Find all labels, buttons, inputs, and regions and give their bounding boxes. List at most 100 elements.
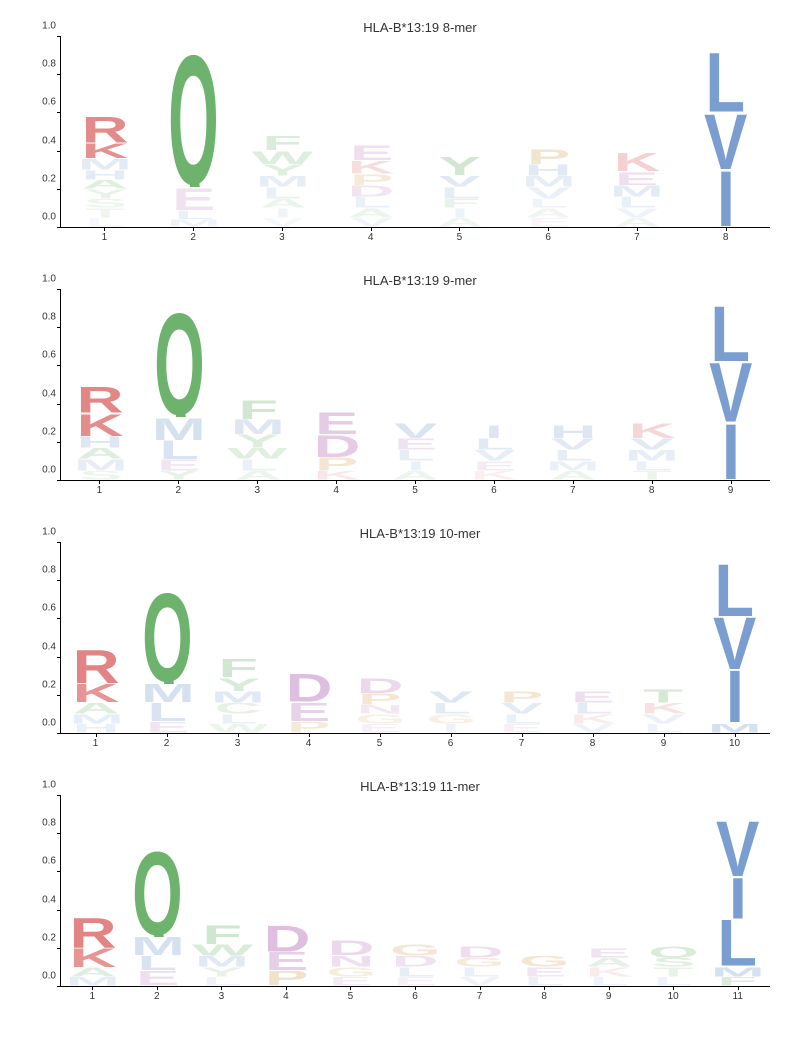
logo-letter: E [455, 461, 534, 471]
logo-letter: L [61, 218, 150, 228]
logo-letter: V [681, 113, 770, 170]
logo-letter: M [699, 724, 770, 734]
logo-letter: I [455, 425, 534, 438]
y-tick-label: 0.0 [42, 465, 56, 476]
logo-letter: E [557, 691, 628, 702]
x-tick-label: 4 [297, 481, 376, 496]
y-tick-label: 0.8 [42, 59, 56, 70]
logo-letter: S [641, 958, 705, 968]
logo-letter: P [274, 722, 345, 733]
logo-letter: M [219, 419, 298, 434]
logo-letter: P [345, 693, 416, 704]
logo-column: KEMLVA [593, 37, 682, 227]
x-tick-label: 6 [504, 228, 593, 243]
logo-letter: M [593, 185, 682, 196]
logo-columns: RKHAMSQMLEYFMYWLAEDPKVELIAILVEKHVLMAKVML… [61, 290, 770, 480]
logo-panel: HLA-B*13:19 10-mer0.00.20.40.60.81.0RKAM… [20, 526, 780, 749]
logo-letter: L [416, 703, 487, 714]
logo-letter: L [577, 977, 641, 987]
logo-column: QMLE [125, 796, 189, 986]
logo-letter: L [628, 724, 699, 734]
logo-letter: A [61, 967, 125, 977]
logo-letter: H [534, 425, 613, 438]
logo-column: FMYWLA [219, 290, 298, 480]
x-tick-label: 1 [60, 734, 131, 749]
logo-letter: R [61, 649, 132, 683]
logo-letter: F [219, 400, 298, 419]
logo-letter: K [327, 161, 416, 174]
logo-letter: E [512, 967, 576, 977]
logo-letter: V [612, 438, 691, 449]
logo-letter: V [628, 714, 699, 724]
logo-letter: L [699, 564, 770, 617]
x-tick-label: 7 [593, 228, 682, 243]
logo-letter: V [238, 218, 327, 228]
logo-letter: E [274, 703, 345, 722]
y-axis: 0.00.20.40.60.81.0 [20, 290, 60, 481]
x-tick-label: 7 [533, 481, 612, 496]
logo-letter: V [699, 617, 770, 670]
x-tick-label: 1 [60, 481, 139, 496]
logo-column: FYMCLW [203, 543, 274, 733]
panel-title: HLA-B*13:19 9-mer [20, 273, 780, 288]
logo-letter: Q [150, 54, 239, 187]
logo-letter: E [150, 187, 239, 210]
logo-letter: M [238, 176, 327, 187]
logo-letter: A [61, 448, 140, 459]
x-axis: 123456789 [60, 481, 770, 496]
x-tick-label: 2 [139, 481, 218, 496]
logo-letter: I [376, 461, 455, 471]
x-tick-label: 6 [415, 734, 486, 749]
logo-letter: L [691, 305, 770, 362]
logo-letter: K [628, 703, 699, 714]
logo-letter: K [61, 948, 125, 967]
chart-area: RKAMHQMLEFYMCLWDEPDPNGEVLGIPVLEELKVTKVLL… [60, 543, 770, 734]
logo-letter: G [319, 967, 383, 977]
logo-letter: Y [61, 189, 150, 199]
logo-column: ILVEK [455, 290, 534, 480]
logo-letter: K [557, 714, 628, 724]
logo-columns: RKAMHQMLEFYMCLWDEPDPNGEVLGIPVLEELKVTKVLL… [61, 543, 770, 733]
logo-letter: R [61, 918, 125, 948]
y-tick-label: 0.4 [42, 135, 56, 146]
logo-letter: A [61, 180, 150, 190]
y-tick-label: 0.0 [42, 212, 56, 223]
y-tick-label: 0.6 [42, 97, 56, 108]
logo-letter: M [125, 937, 189, 956]
x-tick-label: 3 [218, 481, 297, 496]
logo-letter: G [448, 958, 512, 968]
logo-column: DNGE [319, 796, 383, 986]
logo-column: RKAM [61, 796, 125, 986]
sequence-logo-figure: HLA-B*13:19 8-mer0.00.20.40.60.81.0RKMHA… [20, 20, 780, 1002]
logo-column: YVLFIA [416, 37, 505, 227]
logo-columns: RKMHAYSTLQELMFWYMLAIVEKPDLAVYVLFIAPHMVLA… [61, 37, 770, 227]
logo-letter: M [534, 461, 613, 471]
logo-letter: V [486, 703, 557, 714]
x-tick-label: 2 [149, 228, 238, 243]
logo-letter: R [61, 117, 150, 144]
x-tick-label: 4 [326, 228, 415, 243]
logo-column: VILMF [706, 796, 770, 986]
logo-letter: D [274, 674, 345, 703]
logo-letter: G [512, 956, 576, 967]
logo-letter: D [254, 925, 318, 952]
logo-letter: E [376, 438, 455, 449]
logo-letter: F [706, 977, 770, 987]
logo-letter: M [504, 176, 593, 187]
y-tick-label: 0.8 [42, 818, 56, 829]
logo-letter: K [612, 423, 691, 438]
y-tick-label: 0.8 [42, 565, 56, 576]
y-tick-label: 0.8 [42, 312, 56, 323]
logo-letter: A [327, 208, 416, 218]
x-tick-label: 10 [699, 734, 770, 749]
logo-letter: L [512, 977, 576, 987]
logo-panel: HLA-B*13:19 9-mer0.00.20.40.60.81.0RKHAM… [20, 273, 780, 496]
logo-column: LVI [681, 37, 770, 227]
logo-column: QSTL [641, 796, 705, 986]
logo-letter: N [345, 705, 416, 715]
logo-letter: M [132, 684, 203, 703]
y-tick-label: 1.0 [42, 274, 56, 285]
x-tick-label: 6 [454, 481, 533, 496]
logo-letter: L [376, 450, 455, 461]
logo-letter: F [203, 659, 274, 678]
